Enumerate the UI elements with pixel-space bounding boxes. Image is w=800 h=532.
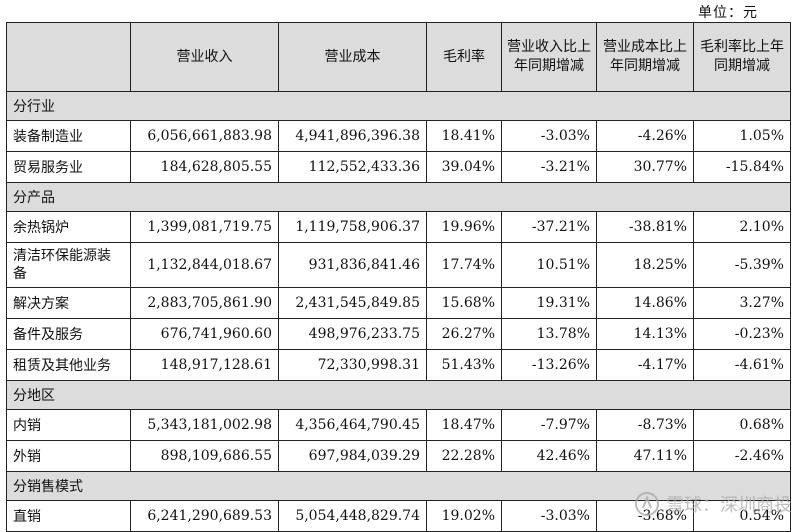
cell-cost-change: 14.13%	[596, 318, 694, 350]
row-label: 内销	[6, 409, 131, 441]
header-revenue: 营业收入	[130, 22, 279, 92]
row-label: 租赁及其他业务	[6, 349, 131, 381]
table-row: 备件及服务 676,741,960.60 498,976,233.75 26.2…	[6, 318, 791, 350]
cell-margin: 15.68%	[426, 287, 502, 319]
section-row-product: 分产品	[6, 182, 791, 212]
cell-margin: 22.28%	[426, 440, 502, 472]
cell-revenue: 148,917,128.61	[130, 349, 279, 381]
section-row-region: 分地区	[6, 380, 791, 410]
cell-margin-change: 0.68%	[693, 409, 791, 441]
header-cost: 营业成本	[278, 22, 427, 92]
cell-margin-change: -5.39%	[693, 242, 791, 288]
cell-margin: 19.02%	[426, 500, 502, 532]
financial-table: 营业收入 营业成本 毛利率 营业收入比上年同期增减 营业成本比上年同期增减 毛利…	[6, 22, 791, 532]
cell-cost-change: -38.81%	[596, 211, 694, 243]
cell-margin-change: 2.10%	[693, 211, 791, 243]
section-title: 分销售模式	[6, 471, 791, 501]
cell-cost: 5,054,448,829.74	[278, 500, 427, 532]
cell-cost-change: 47.11%	[596, 440, 694, 472]
row-label: 解决方案	[6, 287, 131, 319]
cell-revenue: 898,109,686.55	[130, 440, 279, 472]
table-row: 装备制造业 6,056,661,883.98 4,941,896,396.38 …	[6, 120, 791, 152]
cell-cost: 4,941,896,396.38	[278, 120, 427, 152]
cell-revenue-change: -13.26%	[501, 349, 597, 381]
table-header-row: 营业收入 营业成本 毛利率 营业收入比上年同期增减 营业成本比上年同期增减 毛利…	[6, 22, 791, 92]
section-title: 分产品	[6, 182, 791, 212]
cell-cost: 931,836,841.46	[278, 242, 427, 288]
cell-margin: 18.47%	[426, 409, 502, 441]
cell-cost: 697,984,039.29	[278, 440, 427, 472]
header-revenue-change: 营业收入比上年同期增减	[501, 22, 597, 92]
table-row: 内销 5,343,181,002.98 4,356,464,790.45 18.…	[6, 409, 791, 441]
header-margin: 毛利率	[426, 22, 502, 92]
cell-margin: 26.27%	[426, 318, 502, 350]
cell-revenue-change: 42.46%	[501, 440, 597, 472]
table-row: 贸易服务业 184,628,805.55 112,552,433.36 39.0…	[6, 151, 791, 183]
header-label	[6, 22, 131, 92]
cell-revenue-change: -3.21%	[501, 151, 597, 183]
cell-cost-change: -4.17%	[596, 349, 694, 381]
cell-cost: 2,431,545,849.85	[278, 287, 427, 319]
cell-cost-change: 14.86%	[596, 287, 694, 319]
cell-revenue: 1,399,081,719.75	[130, 211, 279, 243]
cell-cost-change: 18.25%	[596, 242, 694, 288]
table-row: 外销 898,109,686.55 697,984,039.29 22.28% …	[6, 440, 791, 472]
cell-margin-change: 1.05%	[693, 120, 791, 152]
cell-margin: 39.04%	[426, 151, 502, 183]
row-label: 外销	[6, 440, 131, 472]
cell-margin-change: -15.84%	[693, 151, 791, 183]
cell-revenue-change: 13.78%	[501, 318, 597, 350]
table-row: 租赁及其他业务 148,917,128.61 72,330,998.31 51.…	[6, 349, 791, 381]
watermark: 雪球：深圳商投	[634, 491, 792, 517]
cell-cost: 498,976,233.75	[278, 318, 427, 350]
cell-margin-change: -0.23%	[693, 318, 791, 350]
cell-margin-change: -4.61%	[693, 349, 791, 381]
cell-cost-change: 30.77%	[596, 151, 694, 183]
cell-revenue-change: -37.21%	[501, 211, 597, 243]
cell-margin-change: -2.46%	[693, 440, 791, 472]
row-label: 备件及服务	[6, 318, 131, 350]
cell-revenue: 1,132,844,018.67	[130, 242, 279, 288]
unit-label: 单位：元	[698, 5, 758, 21]
cell-revenue-change: 10.51%	[501, 242, 597, 288]
cell-revenue: 5,343,181,002.98	[130, 409, 279, 441]
cell-revenue: 2,883,705,861.90	[130, 287, 279, 319]
row-label: 装备制造业	[6, 120, 131, 152]
row-label: 余热锅炉	[6, 211, 131, 243]
section-row-industry: 分行业	[6, 91, 791, 121]
table-row: 余热锅炉 1,399,081,719.75 1,119,758,906.37 1…	[6, 211, 791, 243]
cell-cost: 72,330,998.31	[278, 349, 427, 381]
cell-margin-change: 3.27%	[693, 287, 791, 319]
row-label: 贸易服务业	[6, 151, 131, 183]
table-row: 解决方案 2,883,705,861.90 2,431,545,849.85 1…	[6, 287, 791, 319]
cell-cost-change: -4.26%	[596, 120, 694, 152]
cell-cost: 1,119,758,906.37	[278, 211, 427, 243]
cell-margin: 51.43%	[426, 349, 502, 381]
table-row: 清洁环保能源装备 1,132,844,018.67 931,836,841.46…	[6, 242, 791, 288]
cell-cost-change: -8.73%	[596, 409, 694, 441]
row-label: 直销	[6, 500, 131, 532]
section-row-sales-mode: 分销售模式	[6, 471, 791, 501]
cell-revenue-change: -3.03%	[501, 120, 597, 152]
watermark-text: 雪球：深圳商投	[666, 495, 792, 516]
cell-revenue: 6,241,290,689.53	[130, 500, 279, 532]
cell-cost: 112,552,433.36	[278, 151, 427, 183]
cell-revenue: 6,056,661,883.98	[130, 120, 279, 152]
cell-revenue-change: 19.31%	[501, 287, 597, 319]
snowball-logo-icon	[635, 492, 659, 516]
section-title: 分地区	[6, 380, 791, 410]
cell-margin: 17.74%	[426, 242, 502, 288]
cell-revenue-change: -3.03%	[501, 500, 597, 532]
cell-margin: 18.41%	[426, 120, 502, 152]
row-label: 清洁环保能源装备	[6, 242, 131, 288]
cell-revenue: 676,741,960.60	[130, 318, 279, 350]
header-cost-change: 营业成本比上年同期增减	[596, 22, 694, 92]
cell-cost: 4,356,464,790.45	[278, 409, 427, 441]
header-margin-change: 毛利率比上年同期增减	[693, 22, 791, 92]
cell-revenue: 184,628,805.55	[130, 151, 279, 183]
section-title: 分行业	[6, 91, 791, 121]
cell-margin: 19.96%	[426, 211, 502, 243]
cell-revenue-change: -7.97%	[501, 409, 597, 441]
